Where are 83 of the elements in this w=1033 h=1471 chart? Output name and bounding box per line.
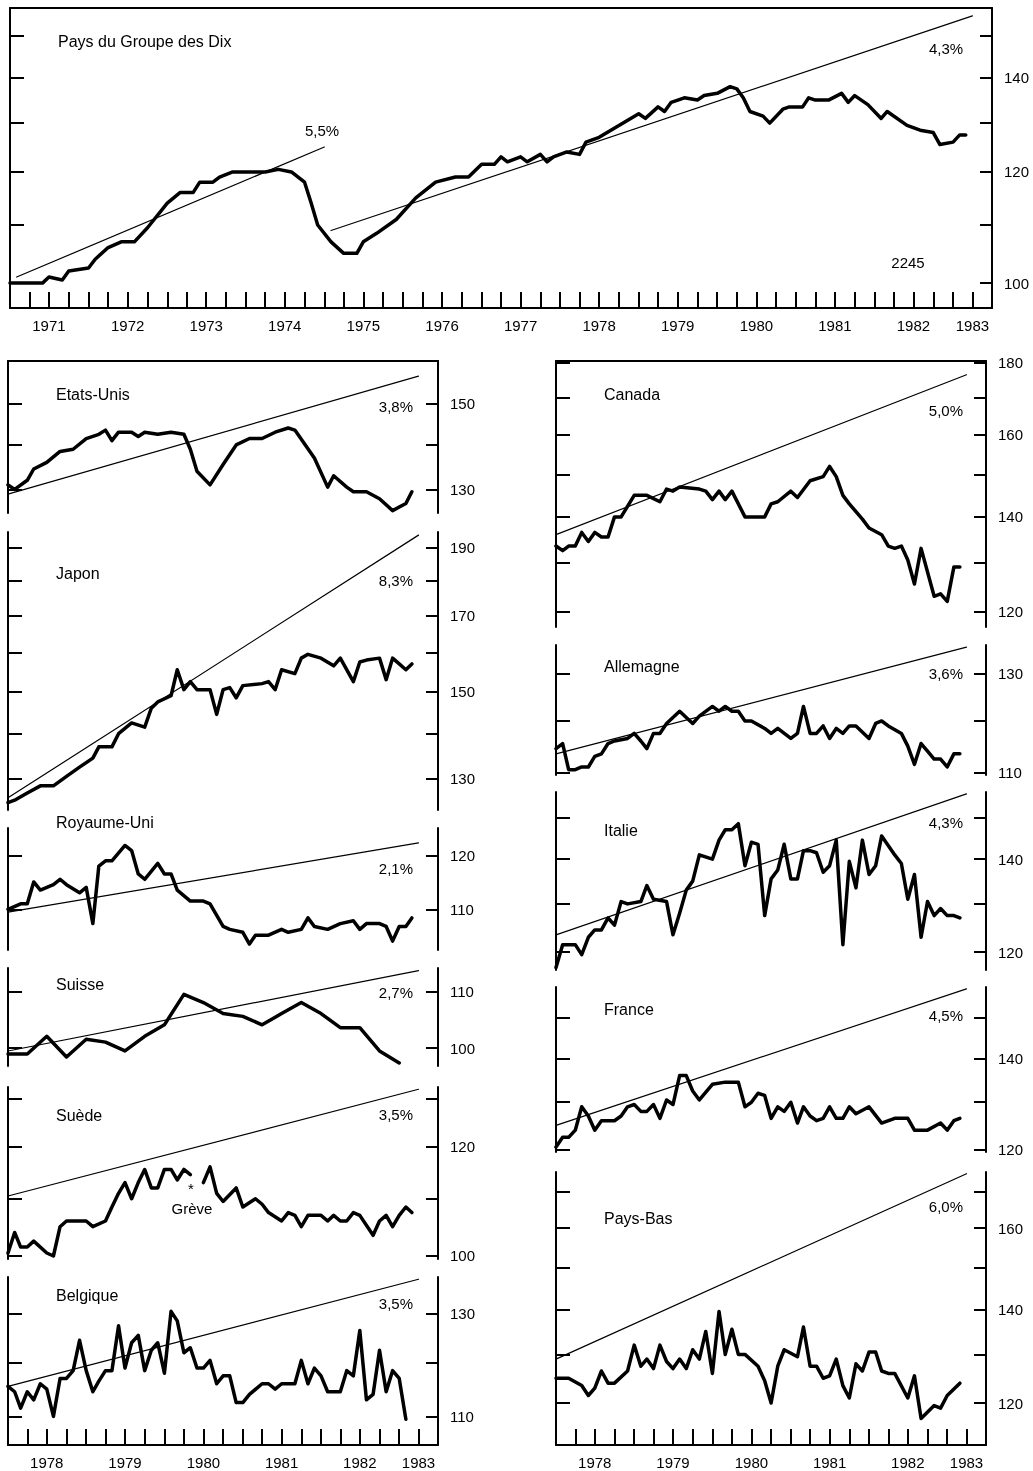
y-tick-label: 130 [450, 480, 476, 498]
x-tick-label: 1973 [189, 317, 223, 334]
text: Allemagne [604, 657, 680, 675]
y-tick-label: 120 [1004, 163, 1030, 181]
y-tick-label: 120 [998, 1141, 1024, 1159]
y-tick-label: 140 [1004, 69, 1030, 87]
y-tick-label: 170 [450, 607, 476, 625]
x-tick-label: 1980 [734, 1454, 769, 1471]
y-tick-label: 110 [998, 763, 1022, 781]
x-tick-label: 1981 [264, 1454, 299, 1471]
x-tick-label: 1983 [401, 1454, 436, 1471]
annotation: 2,1% [378, 859, 413, 877]
x-tick-label: 1981 [812, 1454, 847, 1471]
x-tick-label: 1982 [896, 317, 931, 334]
text: Etats-Unis [56, 385, 130, 403]
y-tick-label: 110 [450, 983, 474, 1001]
y-tick-label: 120 [998, 1394, 1024, 1412]
y-tick-label: 120 [450, 847, 476, 865]
y-tick-label: 110 [450, 1407, 474, 1425]
text: Japon [56, 564, 100, 582]
annotation: 5,5% [304, 121, 340, 139]
text: Suède [56, 1106, 103, 1124]
y-tick-label: 110 [450, 900, 474, 918]
text: Pays-Bas [604, 1209, 673, 1227]
x-tick-label: 1971 [32, 317, 66, 334]
y-tick-label: 130 [450, 770, 476, 788]
text: Pays du Groupe des Dix [58, 32, 232, 50]
annotation: 4,3% [928, 813, 963, 831]
annotation: 3,5% [378, 1105, 413, 1123]
y-tick-label: 150 [450, 683, 476, 701]
x-tick-label: 1983 [955, 317, 990, 334]
annotation: 4,3% [928, 39, 964, 57]
annotation: 3,8% [378, 397, 413, 415]
x-tick-label: 1977 [503, 317, 538, 334]
annotation: 3,6% [928, 664, 963, 682]
y-tick-label: 160 [998, 1219, 1024, 1237]
x-tick-label: 1979 [108, 1454, 142, 1471]
y-tick-label: 150 [450, 395, 476, 412]
y-tick-label: 190 [450, 539, 476, 557]
y-tick-label: 100 [450, 1039, 476, 1057]
y-tick-label: 180 [998, 354, 1024, 372]
chart-title: Royaume-Uni [56, 813, 154, 831]
annotation: * [188, 1179, 195, 1197]
y-tick-label: 100 [450, 1247, 476, 1265]
y-tick-label: 140 [998, 850, 1024, 868]
x-tick-label: 1974 [268, 317, 302, 334]
text: Italie [604, 821, 638, 839]
annotation: 8,3% [378, 571, 413, 589]
y-tick-label: 130 [998, 665, 1024, 683]
y-tick-label: 140 [998, 1300, 1024, 1318]
x-tick-label: 1982 [343, 1454, 377, 1471]
text: Canada [604, 385, 661, 403]
x-tick-label: 1978 [582, 317, 616, 334]
y-tick-label: 120 [998, 943, 1024, 961]
y-tick-label: 160 [998, 426, 1024, 444]
x-tick-label: 1981 [818, 317, 852, 334]
x-tick-label: 1975 [346, 317, 380, 334]
annotation: 4,5% [928, 1006, 963, 1024]
annotation: 2,7% [378, 983, 413, 1001]
annotation: 2245 [891, 253, 925, 271]
y-tick-label: 100 [1004, 274, 1030, 292]
text: Belgique [56, 1286, 119, 1304]
x-tick-label: 1979 [660, 317, 695, 334]
x-tick-label: 1976 [425, 317, 459, 334]
annotation: 3,5% [378, 1294, 413, 1312]
x-tick-label: 1983 [949, 1454, 984, 1471]
chart-title: Suisse [56, 975, 105, 993]
x-tick-label: 1972 [111, 317, 145, 334]
x-tick-label: 1982 [891, 1454, 925, 1471]
y-tick-label: 120 [450, 1138, 476, 1155]
x-tick-label: 1980 [739, 317, 774, 334]
x-tick-label: 1980 [186, 1454, 221, 1471]
y-tick-label: 120 [998, 602, 1024, 620]
y-tick-label: 140 [998, 508, 1024, 526]
x-tick-label: 1979 [656, 1454, 690, 1471]
annotation: 5,0% [928, 401, 963, 419]
x-tick-label: 1978 [578, 1454, 612, 1471]
y-tick-label: 130 [450, 1305, 476, 1323]
annotation: Grève [171, 1199, 213, 1217]
text: France [604, 1000, 654, 1018]
annotation: 6,0% [928, 1197, 963, 1215]
y-tick-label: 140 [998, 1049, 1024, 1067]
x-tick-label: 1978 [30, 1454, 64, 1471]
